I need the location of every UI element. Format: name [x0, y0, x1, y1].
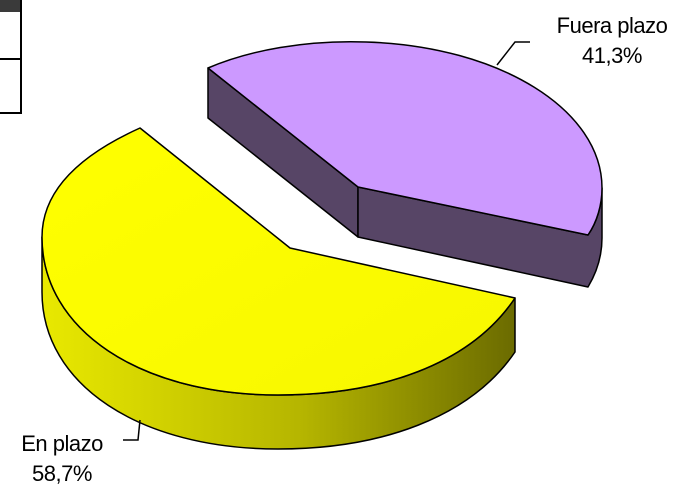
- data-table-fragment: [0, 0, 22, 114]
- data-table-header: [0, 0, 20, 12]
- data-label-fuera-plazo-name: Fuera plazo: [557, 13, 668, 38]
- leader-line-en-plazo: [123, 419, 141, 441]
- data-table-row-divider: [0, 58, 20, 60]
- data-label-fuera-plazo-value: 41,3%: [582, 43, 642, 68]
- pie-slice-fuera-plazo-top: [207, 40, 603, 236]
- data-label-en-plazo-name: En plazo: [21, 431, 103, 456]
- pie-slice-en-plazo-top: [41, 127, 516, 396]
- data-label-en-plazo-value: 58,7%: [32, 461, 92, 486]
- pie-slice-fuera-plazo: [207, 40, 603, 288]
- leader-line-fuera-plazo: [496, 41, 530, 66]
